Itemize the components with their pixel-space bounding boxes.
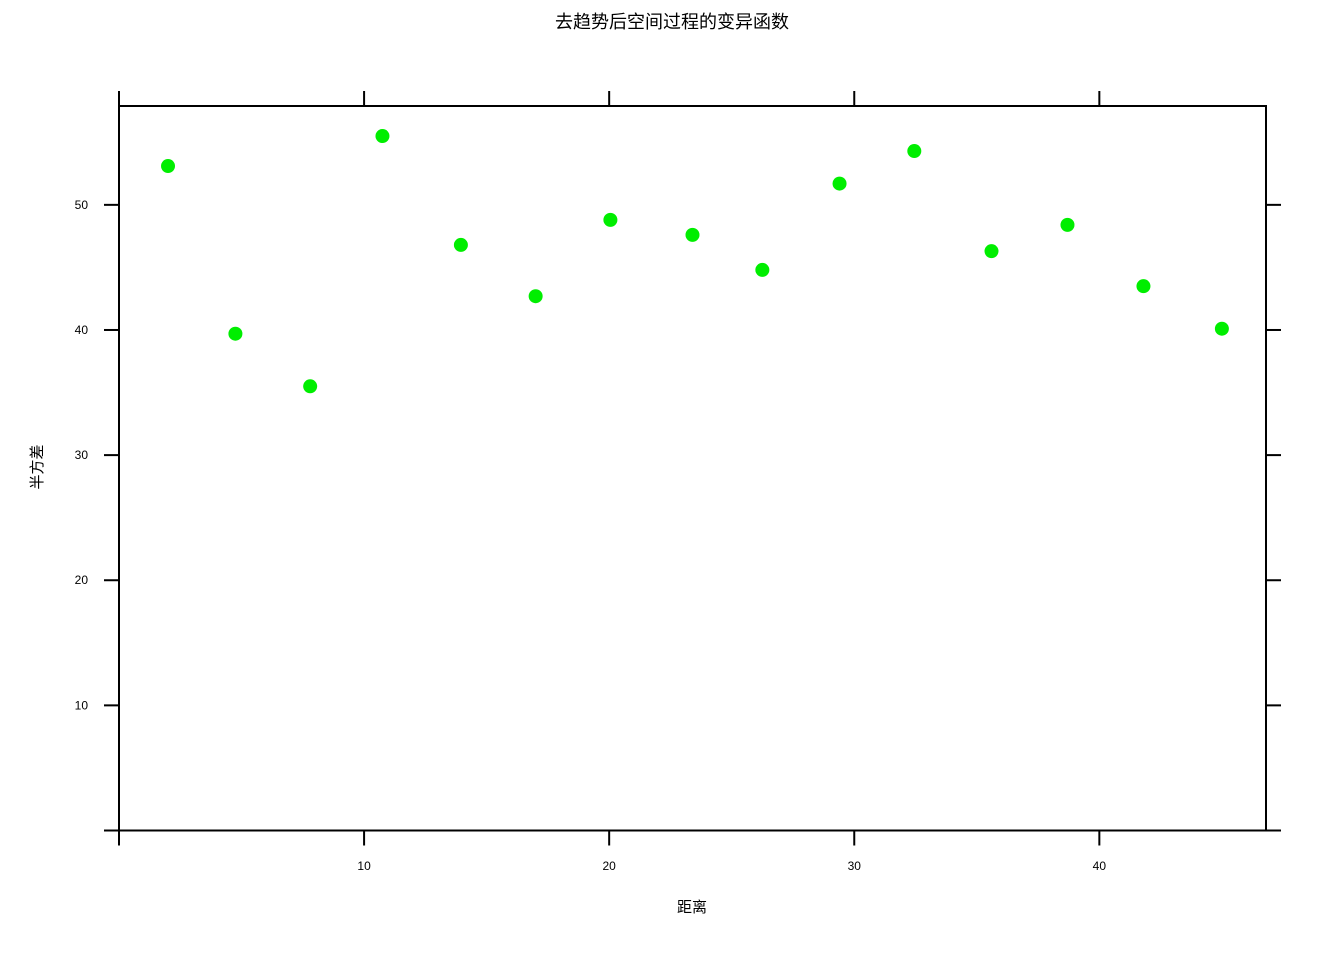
x-axis-title: 距离 — [677, 898, 707, 916]
plot-frame — [118, 105, 1267, 832]
data-point — [603, 212, 618, 227]
data-point — [528, 289, 543, 304]
data-point — [303, 379, 318, 394]
y-axis-title: 半方差 — [28, 444, 46, 489]
data-point — [453, 237, 468, 252]
data-point — [228, 326, 243, 341]
x-axis: 10 20 30 40 — [118, 91, 1107, 873]
y-tick-label: 50 — [75, 198, 89, 212]
data-point — [755, 262, 770, 277]
x-tick-label: 20 — [602, 859, 616, 873]
data-point — [1214, 321, 1229, 336]
y-tick-label: 20 — [75, 573, 89, 587]
chart-title: 去趋势后空间过程的变异函数 — [555, 12, 789, 33]
data-point — [685, 227, 700, 242]
data-point — [984, 244, 999, 259]
data-point — [1136, 279, 1151, 294]
data-point — [375, 129, 390, 144]
x-tick-label: 30 — [848, 859, 862, 873]
y-tick-label: 10 — [75, 698, 89, 712]
data-points — [161, 129, 1229, 394]
y-axis: 10 20 30 40 50 — [75, 198, 1281, 832]
x-tick-label: 10 — [357, 859, 371, 873]
data-point — [832, 176, 847, 191]
data-point — [907, 144, 922, 159]
x-tick-label: 40 — [1093, 859, 1107, 873]
data-point — [161, 159, 176, 174]
y-tick-label: 40 — [75, 323, 89, 337]
data-point — [1060, 217, 1075, 232]
y-tick-label: 30 — [75, 448, 89, 462]
